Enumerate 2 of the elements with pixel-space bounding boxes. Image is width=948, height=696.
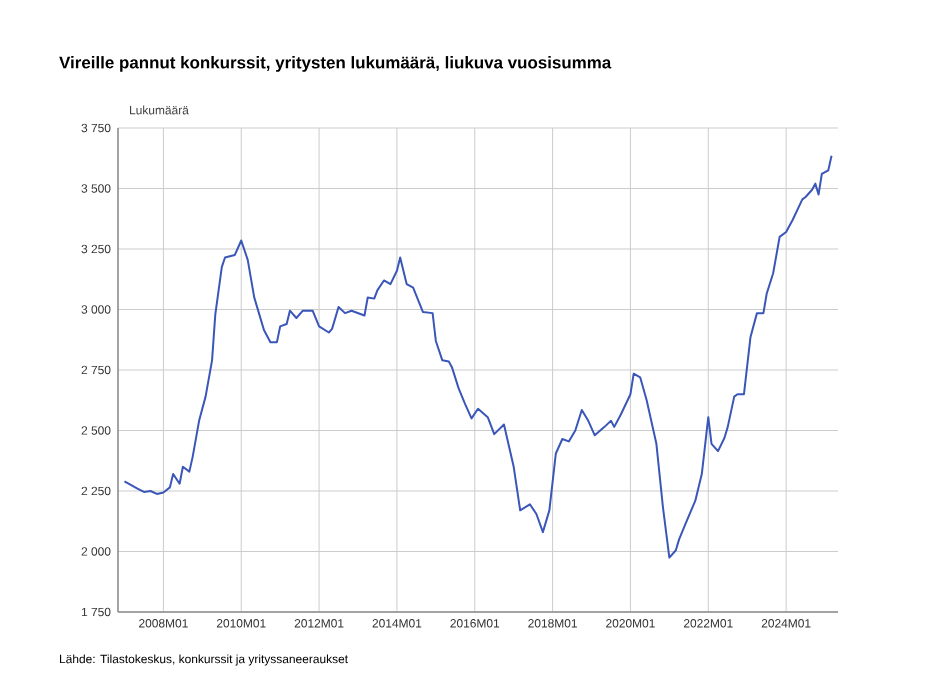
line-series [123, 154, 833, 559]
chart-title: Vireille pannut konkurssit, yritysten lukumäärä, liukuva vuosisumma [59, 56, 612, 72]
